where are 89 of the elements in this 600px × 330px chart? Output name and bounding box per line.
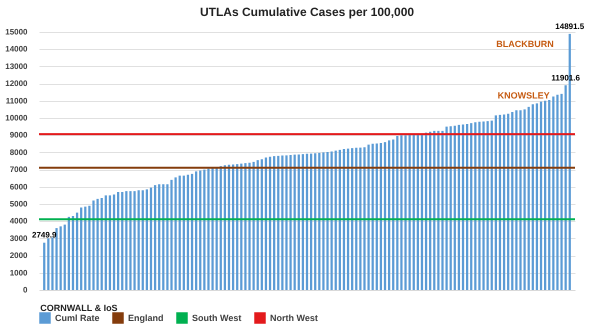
legend-label: South West [192,313,242,323]
bar [454,126,456,290]
bar [43,242,46,290]
annotation: KNOWSLEY [498,90,550,100]
bar [474,122,476,290]
y-tick-label: 1000 [10,268,28,278]
y-tick-label: 3000 [10,234,28,243]
data-label: 14891.5 [555,22,585,31]
bar [507,114,510,290]
bar [330,152,333,290]
y-tick-label: 6000 [10,182,28,192]
y-tick-label: 13000 [5,62,28,71]
bar [466,124,468,290]
bar [138,190,140,290]
bar [355,148,358,290]
bar [396,136,398,290]
bar [334,150,337,290]
bar [182,176,185,290]
y-tick-label: 15000 [5,28,28,36]
bar [60,226,62,290]
bar [532,104,534,290]
bar [260,159,263,290]
bar [100,198,103,290]
bar [359,148,362,290]
y-tick-label: 10000 [5,114,28,122]
bar [216,167,218,290]
annotation: BLACKBURN [496,38,554,49]
bar [552,96,554,290]
bar [125,191,128,290]
bar [429,132,432,290]
bar [84,206,86,290]
y-tick-label: 14000 [5,44,28,54]
bar [68,216,70,290]
text: CORNWALL & IoS [40,303,118,313]
legend-label: North West [270,313,318,323]
bar [277,156,280,290]
bar [47,238,50,290]
bar [314,153,316,290]
bar [252,162,255,290]
y-tick-label: 5000 [10,200,28,208]
bar [318,152,320,290]
bar [220,166,222,290]
bar [450,126,452,290]
bar [104,195,107,290]
bar [294,154,296,290]
y-tick-label: 12000 [5,79,28,88]
bar [338,150,341,290]
bar [511,112,514,290]
bar [236,164,238,290]
legend-label: Cuml Rate [55,313,100,323]
bar [298,154,300,290]
bar [142,190,144,290]
bar [548,100,550,290]
bar [146,189,148,290]
bar [433,130,436,290]
bar [256,160,259,290]
bar [273,156,276,290]
bar [392,140,394,290]
y-tick-label: 7000 [10,165,28,174]
bar [416,134,419,290]
bar [372,144,374,290]
bar [178,176,181,290]
bar [470,123,472,290]
bar [80,207,82,290]
y-tick-label: 8000 [10,148,28,157]
bar [203,170,206,290]
bar [486,121,489,290]
bar [117,192,120,290]
y-tick-label: 2000 [10,251,28,260]
y-tick-label: 4000 [10,216,28,226]
bar [376,143,378,290]
bar [195,171,198,290]
bar [528,106,530,290]
bar [544,100,546,290]
y-tick-label: 9000 [10,130,28,140]
bar [412,134,415,290]
y-tick-label: 11000 [6,96,28,106]
bar [351,148,354,290]
bar [240,164,242,290]
bar [494,115,497,290]
bar [162,184,164,290]
chart-title: UTLAs Cumulative Cases per 100,000 [200,4,414,19]
bar [199,170,202,290]
bar [121,192,124,290]
bar [281,155,284,290]
bar [408,134,411,290]
bar [158,184,160,290]
y-tick-label: 0 [23,286,28,294]
legend-label: England [128,313,164,323]
